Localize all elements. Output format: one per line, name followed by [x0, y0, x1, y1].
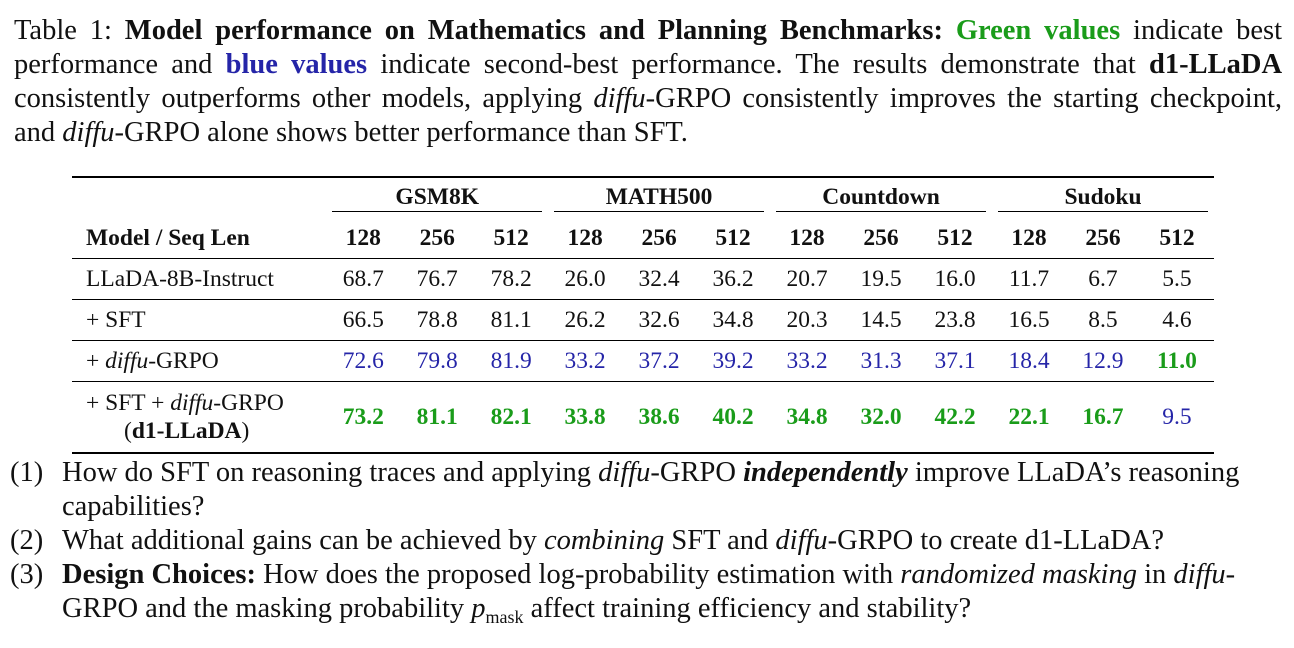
row-model-name: + SFT: [72, 299, 327, 341]
header-seqlen: 512: [474, 218, 549, 259]
question-item: (2) What additional gains can be achieve…: [10, 525, 1165, 556]
table-cell: 20.3: [770, 299, 845, 341]
table-cell: 9.5: [1139, 381, 1214, 454]
table-cell: 81.9: [474, 340, 549, 382]
table-cell: 5.5: [1139, 258, 1214, 300]
table-cell: 16.0: [918, 258, 993, 300]
table-cell: 33.2: [548, 340, 623, 382]
table-cell: 40.2: [696, 381, 770, 454]
header-model: Model / Seq Len: [72, 218, 327, 259]
table-cell: 37.2: [622, 340, 697, 382]
table-cell: 11.7: [992, 258, 1066, 300]
table-cell: 73.2: [326, 381, 401, 454]
table-cell: 37.1: [918, 340, 993, 382]
table-caption: Table 1: Model performance on Mathematic…: [14, 14, 1282, 150]
caption-text-2: indicate second-best performance. The re…: [380, 49, 1136, 80]
table-cell: 26.2: [548, 299, 623, 341]
table-cell: 79.8: [400, 340, 475, 382]
results-table: GSM8K MATH500 Countdown Sudoku Model / S…: [72, 176, 1214, 454]
group-sudoku: Sudoku: [998, 184, 1208, 212]
caption-text-3: consistently outperforms other models, a…: [14, 83, 583, 114]
header-seqlen: 128: [770, 218, 845, 259]
research-questions: (1) How do SFT on reasoning traces and a…: [10, 456, 1282, 634]
caption-green-label: Green values: [955, 15, 1121, 46]
caption-title: Model performance on Mathematics and Pla…: [124, 15, 943, 46]
caption-model-name: d1-LLaDA: [1149, 49, 1283, 80]
table-row: LLaDA-8B-Instruct 68.7 76.7 78.2 26.0 32.4 36…: [72, 258, 1214, 300]
group-gsm8k: GSM8K: [332, 184, 543, 212]
caption-blue-label: blue values: [225, 49, 368, 80]
header-seqlen: 256: [622, 218, 697, 259]
table-cell: 78.8: [400, 299, 475, 341]
group-header-row: GSM8K MATH500 Countdown Sudoku: [72, 176, 1214, 218]
table-cell: 33.8: [548, 381, 623, 454]
table-cell: 39.2: [696, 340, 770, 382]
header-seqlen: 512: [1139, 218, 1214, 259]
table-cell: 6.7: [1066, 258, 1140, 300]
header-seqlen: 256: [1066, 218, 1140, 259]
table-cell: 34.8: [770, 381, 845, 454]
table-cell: 76.7: [400, 258, 475, 300]
question-item: (3) Design Choices: How does the propose…: [10, 559, 1236, 627]
table-cell: 14.5: [844, 299, 919, 341]
table-cell: 16.7: [1066, 381, 1140, 454]
table-cell: 42.2: [918, 381, 993, 454]
table-cell: 19.5: [844, 258, 919, 300]
header-seqlen: 512: [696, 218, 770, 259]
table-cell: 22.1: [992, 381, 1066, 454]
table-row: + SFT + diffu-GRPO (d1-LLaDA) 73.2 81.1 82…: [72, 381, 1214, 454]
group-math500: MATH500: [554, 184, 764, 212]
table-cell: 20.7: [770, 258, 845, 300]
table-cell: 31.3: [844, 340, 919, 382]
table-cell: 23.8: [918, 299, 993, 341]
table-cell: 8.5: [1066, 299, 1140, 341]
table-cell: 81.1: [400, 381, 475, 454]
table-cell: 81.1: [474, 299, 549, 341]
caption-text-1: indicate best performance and: [14, 15, 1283, 80]
group-countdown: Countdown: [776, 184, 987, 212]
row-model-name: + SFT + diffu-GRPO (d1-LLaDA): [72, 381, 327, 454]
row-model-name: + diffu-GRPO: [72, 340, 327, 382]
caption-text-4: -GRPO consistently improves the starting…: [14, 83, 1283, 148]
table-cell: 36.2: [696, 258, 770, 300]
table-cell: 4.6: [1139, 299, 1214, 341]
table-cell: 32.4: [622, 258, 697, 300]
caption-prefix: Table 1:: [14, 15, 112, 46]
caption-diffu-2: diffu: [62, 117, 115, 148]
table-cell: 11.0: [1139, 340, 1214, 382]
table-cell: 26.0: [548, 258, 623, 300]
table-cell: 18.4: [992, 340, 1066, 382]
table-cell: 12.9: [1066, 340, 1140, 382]
table-cell: 82.1: [474, 381, 549, 454]
table-row: + diffu-GRPO 72.6 79.8 81.9 33.2 37.2 39.2 33.…: [72, 340, 1214, 382]
row-model-name: LLaDA-8B-Instruct: [72, 258, 327, 300]
caption-diffu-1: diffu: [593, 83, 646, 114]
header-seqlen: 128: [326, 218, 401, 259]
table-cell: 34.8: [696, 299, 770, 341]
table-cell: 38.6: [622, 381, 697, 454]
caption-text-5: -GRPO alone shows better performance tha…: [114, 117, 688, 148]
header-seqlen: 128: [992, 218, 1066, 259]
table-cell: 68.7: [326, 258, 401, 300]
table-cell: 66.5: [326, 299, 401, 341]
column-header-row: Model / Seq Len 128 256 512 128 256 512 …: [72, 218, 1214, 259]
table-row: + SFT 66.5 78.8 81.1 26.2 32.6 34.8 20.3 14.5 23…: [72, 299, 1214, 341]
table-cell: 32.0: [844, 381, 919, 454]
table-cell: 72.6: [326, 340, 401, 382]
header-seqlen: 256: [400, 218, 475, 259]
question-item: (1) How do SFT on reasoning traces and a…: [10, 457, 1240, 522]
table-cell: 33.2: [770, 340, 845, 382]
table-cell: 16.5: [992, 299, 1066, 341]
header-seqlen: 128: [548, 218, 623, 259]
table-cell: 78.2: [474, 258, 549, 300]
header-seqlen: 256: [844, 218, 919, 259]
header-seqlen: 512: [918, 218, 993, 259]
table-cell: 32.6: [622, 299, 697, 341]
